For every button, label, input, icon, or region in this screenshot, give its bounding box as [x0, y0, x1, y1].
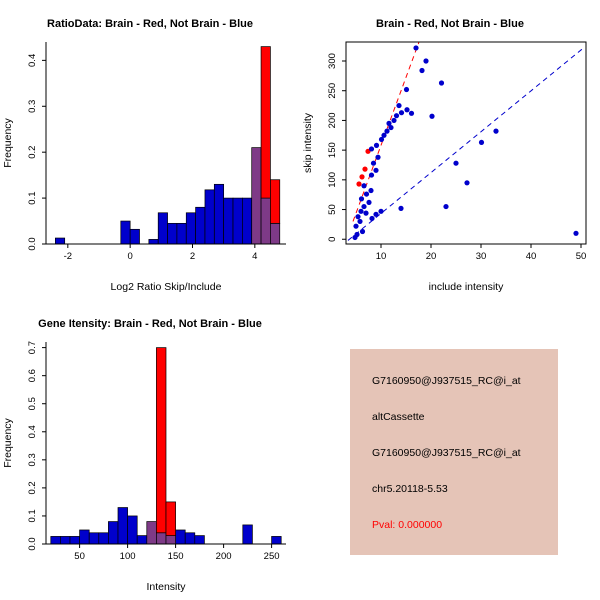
ratio-histogram-title: RatioData: Brain - Red, Not Brain - Blue [47, 18, 253, 30]
svg-text:Frequency: Frequency [2, 117, 14, 167]
svg-text:150: 150 [168, 551, 184, 562]
svg-text:0.5: 0.5 [27, 397, 38, 410]
svg-text:10: 10 [376, 251, 387, 262]
svg-text:300: 300 [327, 53, 338, 69]
svg-text:0: 0 [128, 251, 133, 262]
svg-text:200: 200 [216, 551, 232, 562]
svg-text:20: 20 [426, 251, 437, 262]
svg-text:0: 0 [327, 237, 338, 242]
svg-text:250: 250 [264, 551, 280, 562]
svg-text:Log2 Ratio Skip/Include: Log2 Ratio Skip/Include [111, 281, 222, 293]
svg-text:-2: -2 [64, 251, 72, 262]
svg-text:0.0: 0.0 [27, 537, 38, 550]
svg-text:0.2: 0.2 [27, 481, 38, 494]
svg-text:0.0: 0.0 [27, 237, 38, 250]
svg-text:0.7: 0.7 [27, 341, 38, 354]
svg-text:0.3: 0.3 [27, 453, 38, 466]
svg-text:100: 100 [327, 172, 338, 188]
svg-text:Frequency: Frequency [2, 417, 14, 467]
panel-info: G7160950@J937515_RC@i_at altCassette G71… [300, 300, 600, 600]
info-panel: G7160950@J937515_RC@i_at altCassette G71… [350, 349, 558, 555]
svg-text:4: 4 [252, 251, 257, 262]
svg-text:0.4: 0.4 [27, 54, 38, 67]
svg-text:200: 200 [327, 112, 338, 128]
panel-gene-histogram: Gene Itensity: Brain - Red, Not Brain - … [0, 300, 300, 600]
event-type-line: altCassette [372, 411, 425, 423]
scatter-plot: 10 20 30 40 50 0 50 100 150 200 250 300 include inte… [300, 30, 600, 298]
gene-histogram-title: Gene Itensity: Brain - Red, Not Brain - … [38, 318, 262, 330]
probe-id-line: G7160950@J937515_RC@i_at [372, 375, 521, 387]
scatter-title: Brain - Red, Not Brain - Blue [376, 18, 524, 30]
svg-text:0.6: 0.6 [27, 369, 38, 382]
probe-id-line-2: G7160950@J937515_RC@i_at [372, 447, 521, 459]
panel-ratio-histogram: RatioData: Brain - Red, Not Brain - Blue… [0, 0, 300, 300]
svg-text:250: 250 [327, 83, 338, 99]
svg-text:0.1: 0.1 [27, 509, 38, 522]
svg-text:0.4: 0.4 [27, 425, 38, 438]
chromosome-location-line: chr5.20118-5.53 [372, 483, 448, 495]
pval-line: Pval: 0.000000 [372, 519, 443, 531]
svg-text:150: 150 [327, 142, 338, 158]
panel-scatter: Brain - Red, Not Brain - Blue 10 20 30 40 50… [300, 0, 600, 300]
svg-text:50: 50 [327, 204, 338, 215]
svg-text:0.3: 0.3 [27, 100, 38, 113]
svg-text:50: 50 [74, 551, 85, 562]
svg-text:include intensity: include intensity [429, 281, 504, 293]
svg-text:50: 50 [576, 251, 587, 262]
svg-text:100: 100 [120, 551, 136, 562]
gene-histogram-plot: 50 100 150 200 250 0.0 0.1 0.2 0.3 0.4 0.5 0.6 0.7 In… [0, 330, 300, 598]
svg-text:skip intensity: skip intensity [302, 112, 314, 173]
svg-text:2: 2 [190, 251, 195, 262]
svg-text:Intensity: Intensity [146, 581, 186, 593]
svg-text:0.1: 0.1 [27, 191, 38, 204]
svg-text:0.2: 0.2 [27, 146, 38, 159]
svg-text:40: 40 [526, 251, 537, 262]
ratio-histogram-plot: -2 0 2 4 0.0 0.1 0.2 0.3 0.4 Log2 Ratio Skip/Incl… [0, 30, 300, 298]
svg-text:30: 30 [476, 251, 487, 262]
